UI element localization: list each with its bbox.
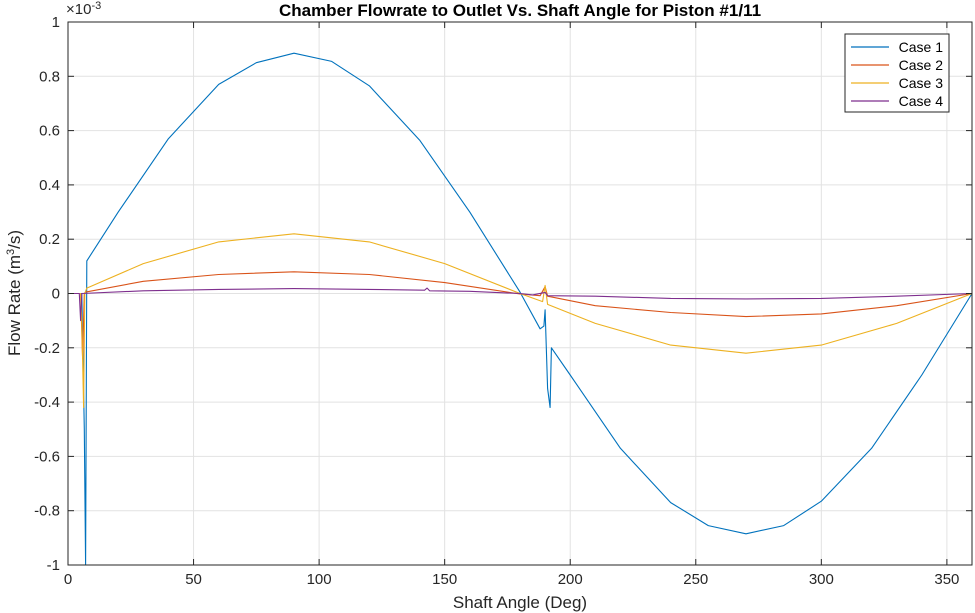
x-tick-label: 200 (558, 571, 583, 588)
y-exponent-power: -3 (91, 0, 101, 12)
y-tick-label: 0 (52, 286, 60, 303)
series-line-case-4 (68, 287, 973, 322)
x-tick-label: 350 (934, 571, 959, 588)
y-tick-labels: -1 -0.8 -0.6 -0.4 -0.2 0 0.2 0.4 0.6 0.8 1 (34, 14, 60, 574)
series-line-case-1 (68, 52, 973, 566)
tick-marks (67, 21, 972, 566)
legend-label: Case 2 (899, 57, 944, 73)
y-tick-label: -0.8 (34, 503, 60, 520)
x-tick-label: 50 (185, 571, 202, 588)
y-tick-label: 0.6 (39, 123, 60, 140)
y-tick-label: 0.8 (39, 68, 60, 85)
chart-title: Chamber Flowrate to Outlet Vs. Shaft Ang… (279, 1, 761, 20)
legend-label: Case 3 (899, 75, 944, 91)
x-tick-label: 0 (64, 571, 72, 588)
y-exponent-base: ×10 (66, 1, 91, 18)
x-axis-label: Shaft Angle (Deg) (453, 593, 587, 612)
x-tick-label: 300 (809, 571, 834, 588)
legend: Case 1 Case 2 Case 3 Case 4 (844, 33, 950, 113)
legend-label: Case 4 (899, 93, 944, 109)
y-tick-label: -0.4 (34, 394, 60, 411)
y-exponent-label: ×10-3 (66, 0, 101, 18)
series-group (68, 52, 973, 566)
y-tick-label: -0.6 (34, 448, 60, 465)
x-tick-labels: 0 50 100 150 200 250 300 350 (64, 571, 960, 588)
series-line-case-3 (68, 233, 973, 409)
y-tick-label: 1 (52, 14, 60, 31)
plot-area (67, 21, 973, 566)
y-axis-label-end: /s) (5, 230, 24, 249)
x-tick-label: 150 (432, 571, 457, 588)
y-axis-label-main: Flow Rate (m (5, 255, 24, 356)
y-tick-label: 0.4 (39, 177, 60, 194)
y-tick-label: 0.2 (39, 231, 60, 248)
y-axis-label: Flow Rate (m3/s) (5, 230, 24, 356)
x-tick-label: 250 (683, 571, 708, 588)
y-axis-label-sup: 3 (5, 249, 17, 255)
y-tick-label: -0.2 (34, 340, 60, 357)
x-tick-label: 100 (307, 571, 332, 588)
legend-label: Case 1 (899, 39, 944, 55)
y-tick-label: -1 (47, 557, 60, 574)
